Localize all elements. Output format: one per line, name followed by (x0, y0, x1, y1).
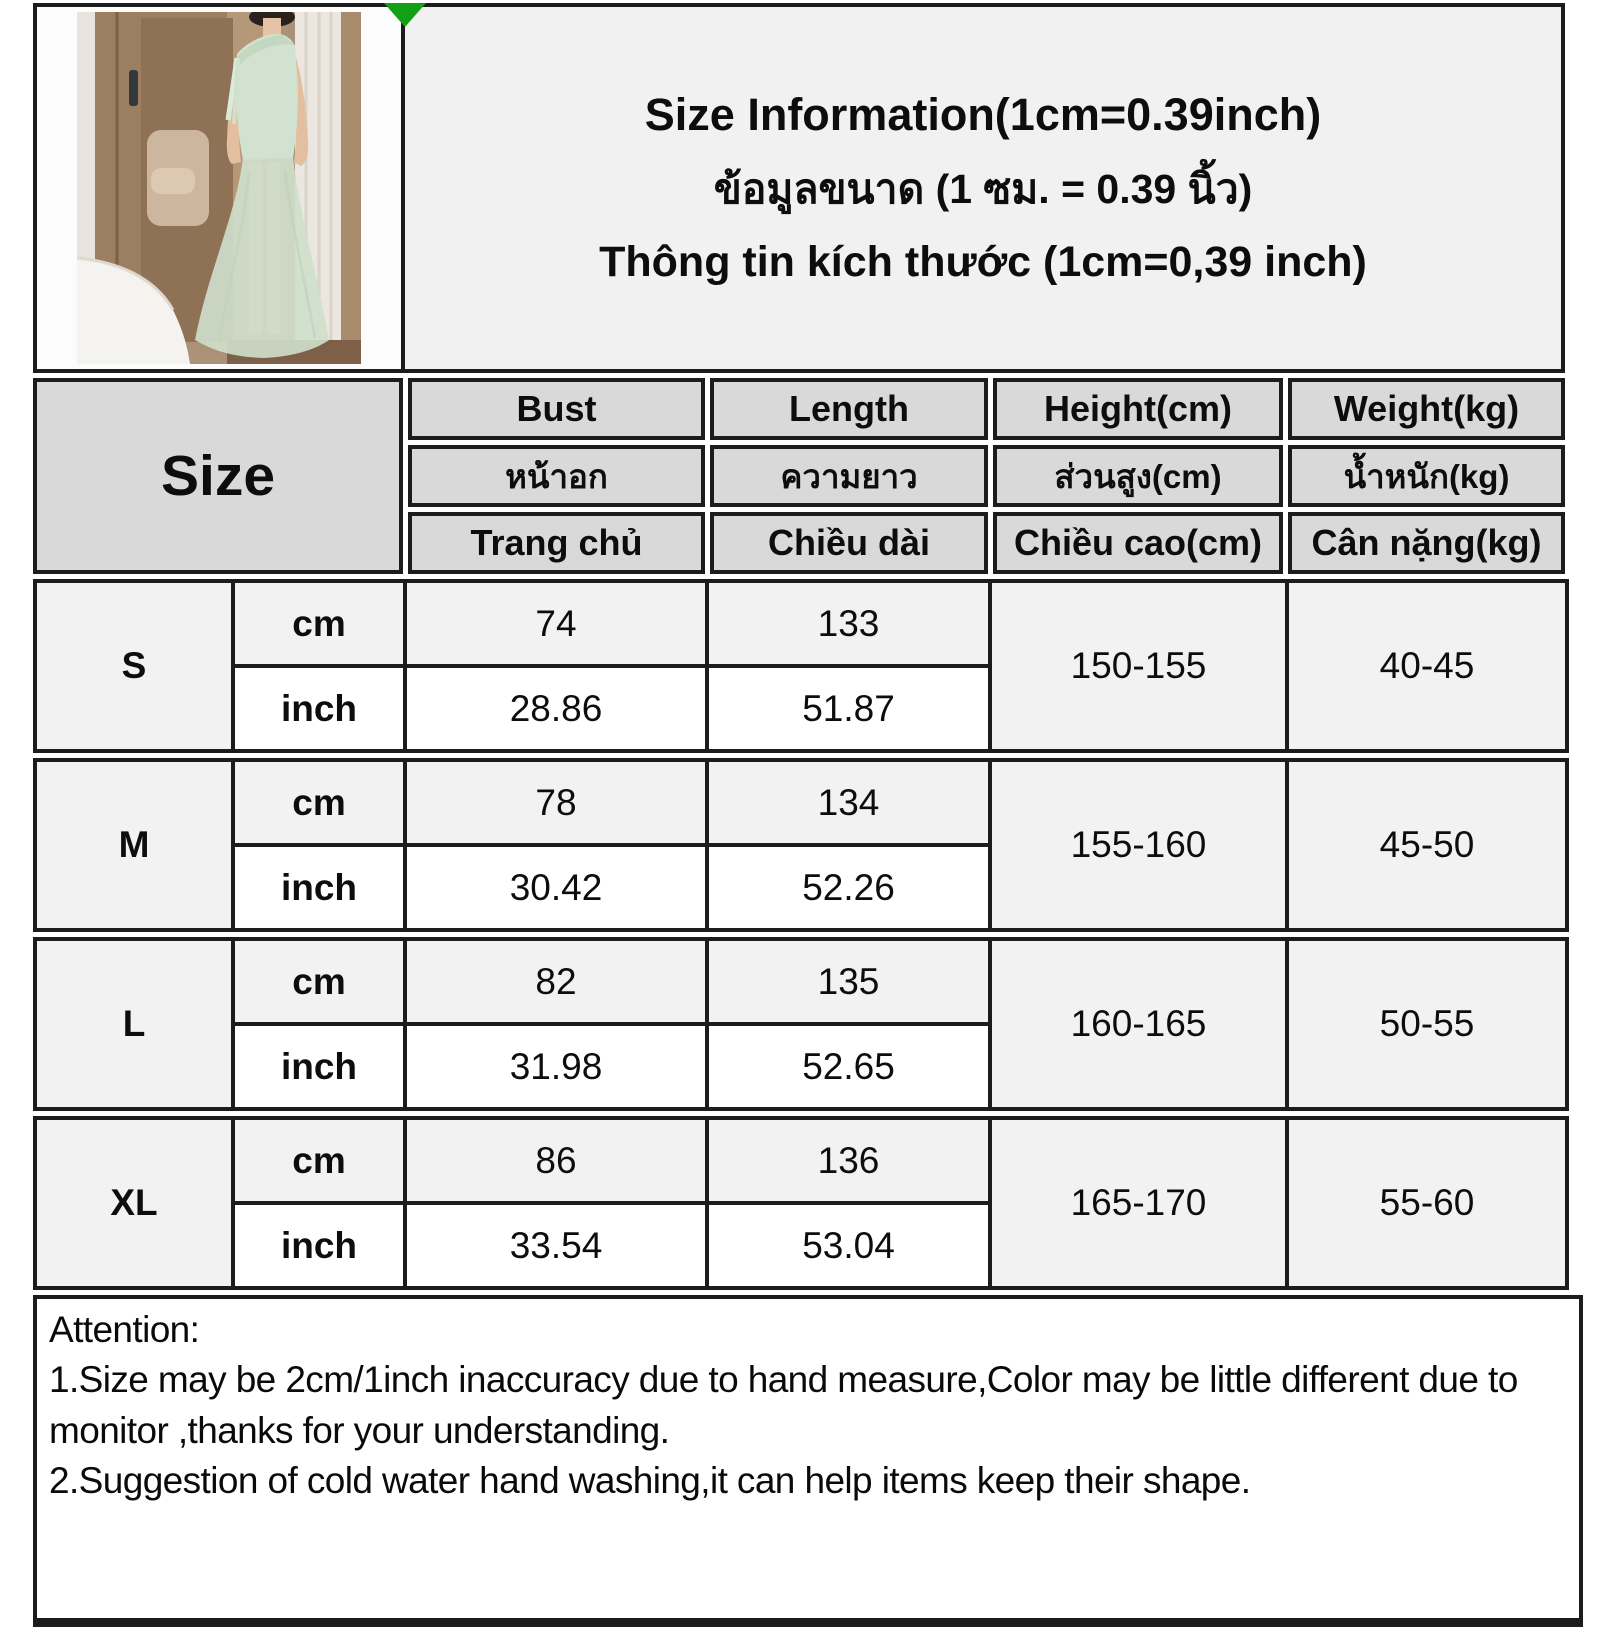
length-header-th: ความยาว (710, 445, 988, 507)
size-section-s: S cm 74 133 150-155 40-45 inch 28.86 51.… (33, 579, 1569, 753)
length-header-vi: Chiều dài (710, 512, 988, 574)
length-header-en: Length (710, 378, 988, 440)
attention-line-2: 2.Suggestion of cold water hand washing,… (49, 1459, 1251, 1501)
unit-label-inch: inch (231, 843, 407, 932)
size-section-l: L cm 82 135 160-165 50-55 inch 31.98 52.… (33, 937, 1569, 1111)
unit-label-inch: inch (231, 664, 407, 753)
unit-label-inch: inch (231, 1022, 407, 1111)
title-thai: ข้อมูลขนาด (1 ซม. = 0.39 นิ้ว) (713, 166, 1253, 212)
unit-label-cm: cm (231, 579, 407, 668)
bust-inch-value: 31.98 (403, 1022, 709, 1111)
size-section-xl: XL cm 86 136 165-170 55-60 inch 33.54 53… (33, 1116, 1569, 1290)
height-range-value: 150-155 (988, 579, 1289, 753)
length-inch-value: 52.26 (705, 843, 992, 932)
bust-cm-value: 78 (403, 758, 709, 847)
weight-header-vi: Cân nặng(kg) (1288, 512, 1565, 574)
length-cm-value: 133 (705, 579, 992, 668)
attention-heading: Attention: (49, 1309, 200, 1350)
length-cm-value: 136 (705, 1116, 992, 1205)
size-info-title-block: Size Information(1cm=0.39inch) ข้อมูลขนา… (405, 7, 1561, 369)
unit-label-cm: cm (231, 1116, 407, 1205)
height-range-value: 165-170 (988, 1116, 1289, 1290)
length-cm-value: 135 (705, 937, 992, 1026)
title-english: Size Information(1cm=0.39inch) (644, 89, 1322, 140)
attention-notes: Attention: 1.Size may be 2cm/1inch inacc… (33, 1295, 1583, 1627)
product-photo-illustration (77, 12, 361, 364)
height-range-value: 160-165 (988, 937, 1289, 1111)
height-header-en: Height(cm) (993, 378, 1283, 440)
height-header-vi: Chiều cao(cm) (993, 512, 1283, 574)
bust-inch-value: 28.86 (403, 664, 709, 753)
unit-label-cm: cm (231, 937, 407, 1026)
bust-cm-value: 86 (403, 1116, 709, 1205)
length-cm-value: 134 (705, 758, 992, 847)
bust-cm-value: 82 (403, 937, 709, 1026)
top-band: Size Information(1cm=0.39inch) ข้อมูลขนา… (33, 3, 1565, 373)
weight-range-value: 50-55 (1285, 937, 1569, 1111)
title-vietnamese: Thông tin kích thước (1cm=0,39 inch) (599, 238, 1367, 286)
size-label: M (33, 758, 235, 932)
unit-label-inch: inch (231, 1201, 407, 1290)
bust-header-en: Bust (408, 378, 705, 440)
weight-range-value: 55-60 (1285, 1116, 1569, 1290)
product-photo (37, 7, 405, 369)
length-inch-value: 52.65 (705, 1022, 992, 1111)
bust-header-th: หน้าอก (408, 445, 705, 507)
bust-inch-value: 30.42 (403, 843, 709, 932)
size-column-header: Size (33, 378, 403, 574)
weight-header-th: น้ำหนัก(kg) (1288, 445, 1565, 507)
weight-range-value: 45-50 (1285, 758, 1569, 932)
length-inch-value: 53.04 (705, 1201, 992, 1290)
size-section-m: M cm 78 134 155-160 45-50 inch 30.42 52.… (33, 758, 1569, 932)
weight-header-en: Weight(kg) (1288, 378, 1565, 440)
size-label: XL (33, 1116, 235, 1290)
unit-label-cm: cm (231, 758, 407, 847)
size-label: S (33, 579, 235, 753)
size-chart-sheet: Size Information(1cm=0.39inch) ข้อมูลขนา… (33, 3, 1583, 1627)
bust-header-vi: Trang chủ (408, 512, 705, 574)
table-header: Size Bust Length Height(cm) Weight(kg) ห… (33, 378, 1565, 574)
weight-range-value: 40-45 (1285, 579, 1569, 753)
attention-line-1: 1.Size may be 2cm/1inch inaccuracy due t… (49, 1359, 1518, 1451)
height-range-value: 155-160 (988, 758, 1289, 932)
bust-inch-value: 33.54 (403, 1201, 709, 1290)
green-corner-badge (384, 3, 426, 27)
bust-cm-value: 74 (403, 579, 709, 668)
size-label: L (33, 937, 235, 1111)
height-header-th: ส่วนสูง(cm) (993, 445, 1283, 507)
length-inch-value: 51.87 (705, 664, 992, 753)
